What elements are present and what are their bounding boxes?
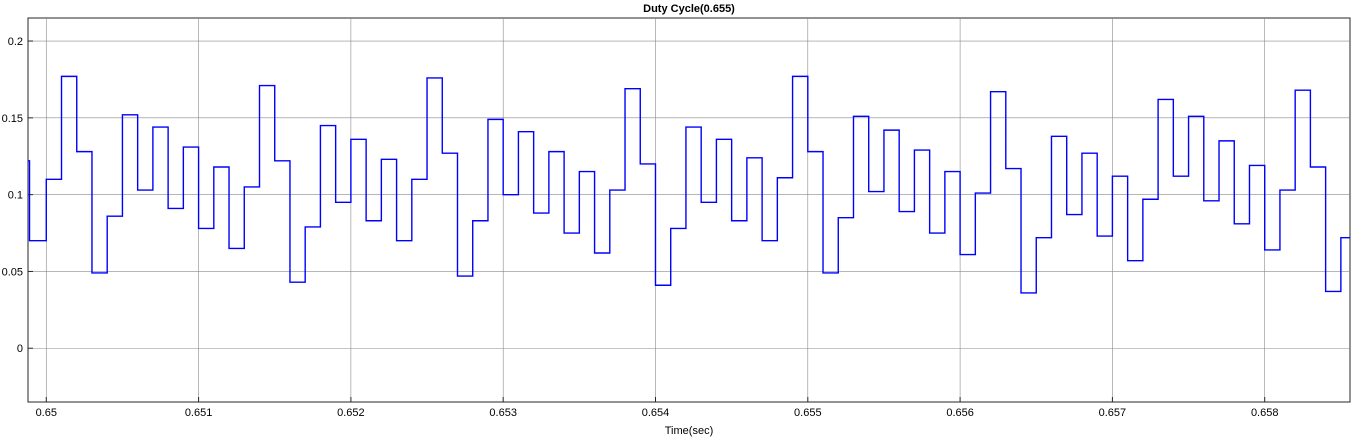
x-axis-ticks: 0.65 0.651 0.652 0.653 0.654 0.655 0.656 0.657 0…: [36, 397, 1279, 419]
x-tick-label: 0.651: [185, 407, 213, 419]
y-tick-label: 0: [17, 343, 23, 355]
x-axis-label: Time(sec): [665, 425, 713, 437]
x-tick-label: 0.657: [1099, 407, 1127, 419]
y-tick-label: 0.2: [8, 36, 23, 48]
x-tick-label: 0.658: [1251, 407, 1279, 419]
y-tick-label: 0.05: [2, 266, 23, 278]
chart-title: Duty Cycle(0.655): [643, 3, 735, 15]
x-tick-label: 0.653: [489, 407, 517, 419]
y-tick-label: 0.1: [8, 190, 23, 202]
x-tick-label: 0.656: [946, 407, 974, 419]
x-tick-label: 0.654: [642, 407, 670, 419]
x-tick-label: 0.652: [337, 407, 365, 419]
x-tick-label: 0.655: [794, 407, 822, 419]
x-tick-label: 0.65: [36, 407, 57, 419]
plot-area: [27, 17, 1351, 403]
duty-cycle-series-line: [28, 75, 1350, 294]
y-axis-ticks: 0 0.05 0.1 0.15 0.2: [2, 36, 33, 355]
y-tick-label: 0.15: [2, 113, 23, 125]
